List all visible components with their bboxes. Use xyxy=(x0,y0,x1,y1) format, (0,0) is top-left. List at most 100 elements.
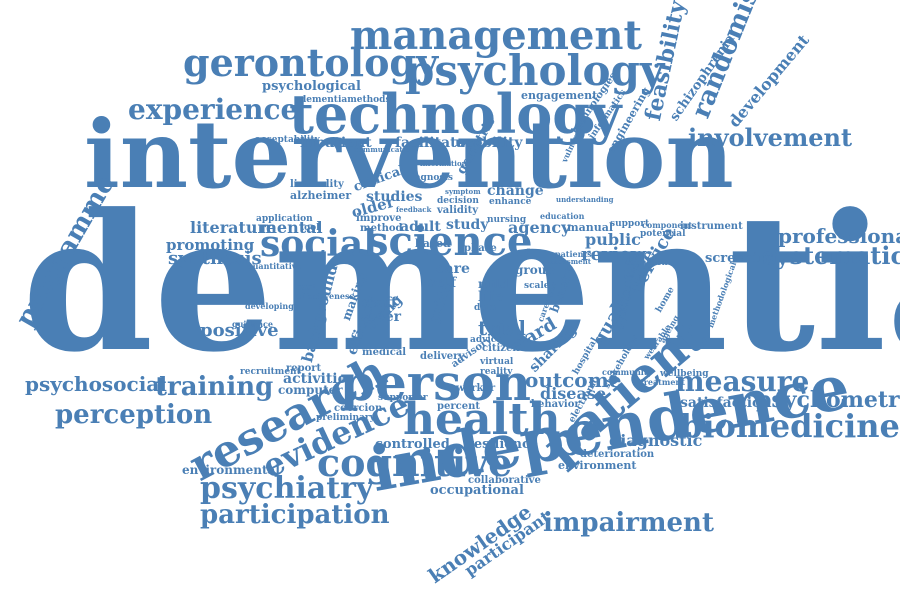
word-decision: decision xyxy=(437,196,479,206)
word-engagement: engagement xyxy=(521,89,598,102)
word-person: person xyxy=(340,353,531,412)
word-deterioration: deterioration xyxy=(580,449,655,460)
word-education: education xyxy=(540,211,585,221)
word-treatment: treatment xyxy=(640,377,685,387)
word-science: science xyxy=(366,218,533,265)
word-based: based xyxy=(415,237,451,250)
word-social: social xyxy=(260,223,377,265)
word-biomedicine: biomedicine xyxy=(680,407,900,445)
word-positive: positive xyxy=(200,320,279,341)
word-collaborative: collaborative xyxy=(468,475,541,486)
word-group: group xyxy=(515,263,555,277)
word-manual: manual xyxy=(567,221,614,234)
word-cognition: cognition xyxy=(625,257,668,267)
word-peer: peer xyxy=(366,309,401,325)
word-cost: cost xyxy=(296,283,317,293)
word-systematic: systematic xyxy=(762,241,900,270)
word-diagnostic: diagnostic xyxy=(609,431,703,450)
word-citizen: citizen xyxy=(482,343,520,354)
word-component: component xyxy=(642,220,693,230)
word-coercion: coercion xyxy=(334,403,383,414)
word-technology: technology xyxy=(289,82,622,146)
word-promoting: promoting xyxy=(166,236,255,254)
word-care: care xyxy=(436,261,470,277)
word-trial: trial xyxy=(478,316,526,340)
word-support: support xyxy=(610,219,650,229)
word-adult: adult xyxy=(400,219,441,235)
word-disease: disease xyxy=(540,384,607,403)
word-alzheimer: alzheimer xyxy=(290,189,352,202)
word-behavior: behavior xyxy=(531,399,580,410)
word-change: change xyxy=(487,183,544,199)
word-wellbeing: wellbeing xyxy=(660,369,709,379)
word-occupational: occupational xyxy=(430,483,524,498)
word-tool: tool xyxy=(300,223,320,233)
word-delivery: delivery xyxy=(420,351,465,362)
word-involvement: involvement xyxy=(688,123,853,152)
word-inpatient: inpatient xyxy=(300,135,372,151)
word-guidance: guidance xyxy=(232,319,274,329)
word-health: health xyxy=(403,394,561,445)
word-instrument: instrument xyxy=(680,221,743,232)
word-perception: perception xyxy=(55,400,213,430)
word-method: method xyxy=(360,223,403,234)
word-environmental: environmental xyxy=(182,463,280,477)
word-staff: staff xyxy=(362,295,397,311)
word-percent: percent xyxy=(437,401,480,412)
word-communication: communication xyxy=(354,145,416,154)
word-gerontology: gerontology xyxy=(183,40,439,85)
word-feedback: feedback xyxy=(396,205,432,214)
word-literature: literature xyxy=(190,218,277,237)
word-virtual: virtual xyxy=(480,357,514,367)
word-scale: scale xyxy=(524,281,550,291)
word-experience: experience xyxy=(128,93,299,126)
word-phase: phase xyxy=(464,243,497,254)
word-review: review xyxy=(581,244,647,265)
word-diagnosis: diagnosis xyxy=(405,173,453,183)
word-activities: activities xyxy=(283,371,355,387)
word-intervention: intervention xyxy=(84,100,734,210)
word-report: report xyxy=(286,363,322,374)
word-life: life xyxy=(478,289,504,305)
word-psychosocial: psychosocial xyxy=(25,372,167,396)
word-psychological: psychological xyxy=(262,79,361,94)
word-developing: developing xyxy=(245,301,294,311)
word-psychology: psychology xyxy=(405,46,665,95)
word-training: training xyxy=(155,372,274,402)
word-validity: validity xyxy=(437,205,479,216)
word-medical: medical xyxy=(362,347,407,358)
word-application: application xyxy=(256,214,313,224)
word-preliminary: preliminary xyxy=(316,413,375,423)
word-symptom: symptom xyxy=(445,187,481,196)
word-cognitive: cognitive xyxy=(317,440,513,485)
word-measure: measure xyxy=(675,365,810,398)
word-worker: worker xyxy=(456,383,496,394)
word-public: public xyxy=(585,230,641,249)
word-environment: environment xyxy=(558,459,637,472)
word-management: management xyxy=(350,12,642,59)
word-information: information xyxy=(420,159,467,168)
word-self: self xyxy=(428,275,457,291)
word-patients: patients xyxy=(555,249,592,259)
word-reality: reality xyxy=(480,367,513,377)
word-quantitative: quantitative xyxy=(247,261,302,271)
word-outcome: outcome xyxy=(525,368,622,392)
word-facilitator: facilitator xyxy=(395,135,474,151)
word-participation: participation xyxy=(200,500,390,530)
word-psychiatry: psychiatry xyxy=(200,471,374,506)
word-impairment: impairment xyxy=(543,508,714,538)
word-potential: potential xyxy=(640,229,686,239)
word-studies: studies xyxy=(366,189,423,205)
word-enhance: enhance xyxy=(489,197,532,207)
word-computer: computer xyxy=(278,383,343,397)
word-usability: usability xyxy=(455,135,523,151)
word-nursing: nursing xyxy=(487,215,527,225)
word-study: study xyxy=(446,217,489,233)
word-mental: mental xyxy=(260,218,323,237)
word-controlled: controlled xyxy=(375,437,450,452)
word-dementia: dementia xyxy=(22,173,900,394)
word-liminality: liminality xyxy=(290,179,344,190)
word-resilience: resilience xyxy=(467,437,539,452)
word-mild: mild xyxy=(478,277,509,291)
